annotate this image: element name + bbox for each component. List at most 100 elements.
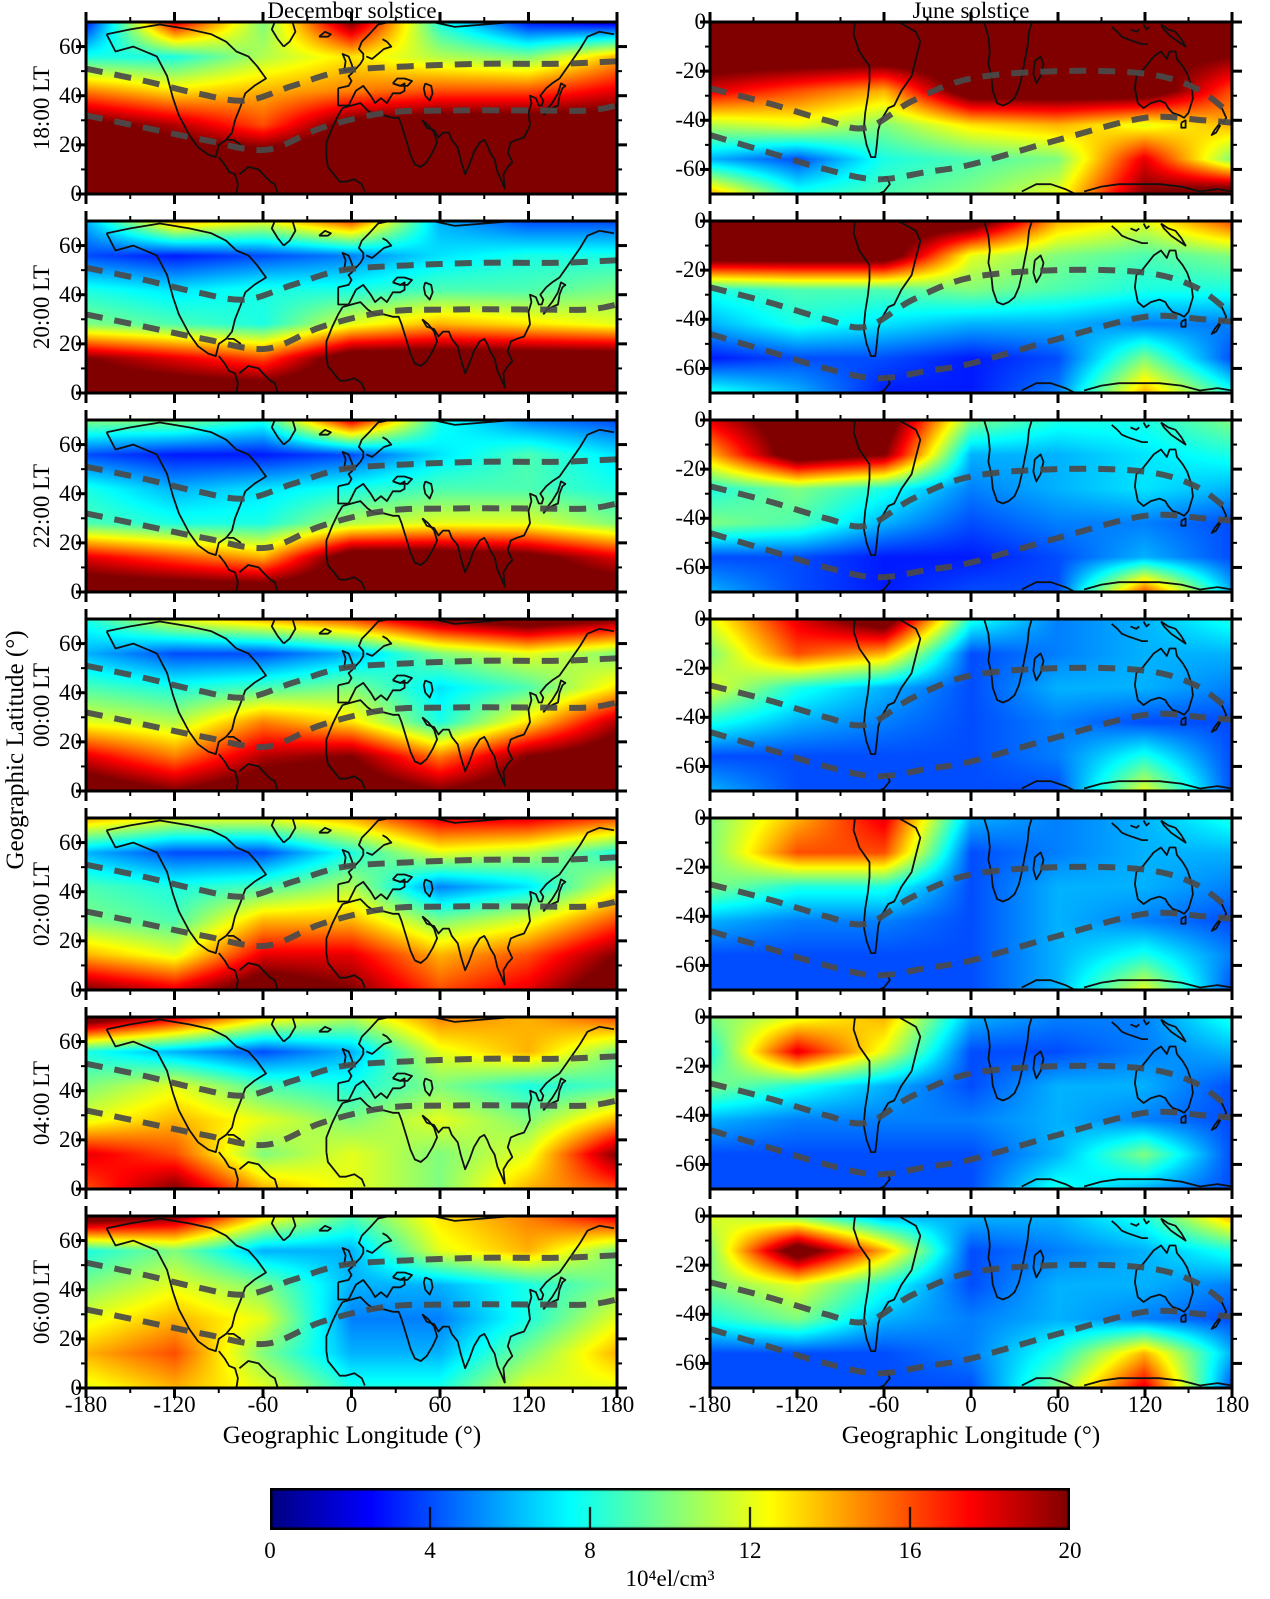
coastline [502,1224,615,1384]
magnetic-latitude-line [86,699,617,751]
coastline [1210,719,1222,733]
map-overlay [700,410,1242,602]
y-tick-label: 0 [694,606,707,631]
coastline [852,420,922,556]
column-title-june-solstice: June solstice [912,0,1030,23]
coastline [983,420,1033,505]
x-tick-label: 0 [345,1392,358,1417]
magnetic-latitude-line [710,465,1232,530]
coastline [105,222,267,357]
map-layers [86,1017,617,1189]
coastline [218,1151,239,1189]
y-tick-label: -20 [675,257,706,283]
map-panel-december-02-00-lt [76,808,627,1000]
coastline [1142,223,1150,230]
coastline [238,1161,279,1189]
x-tick-label: 0 [965,1392,977,1417]
y-tick-label: 60 [59,829,82,855]
magnetic-latitude-line [710,1261,1232,1326]
coastline [270,619,297,645]
coastline [1111,1021,1148,1040]
coastline [392,276,413,286]
coastline [105,620,267,755]
y-tick-label: 0 [694,407,707,432]
magnetic-latitude-line [86,1296,617,1348]
y-tick-label: 60 [59,33,82,59]
y-tick-label: -40 [675,107,706,133]
coastline [218,355,239,393]
map-overlay [700,1007,1242,1199]
coastline [318,627,332,635]
magnetic-latitude-line [86,655,617,701]
coastline [1130,227,1140,232]
panel-frame [84,1214,619,1390]
coastline [1180,119,1187,129]
coastline [1032,1249,1045,1279]
coastline [1083,1178,1232,1188]
coastline [422,679,434,699]
coastline [218,753,239,791]
x-tick-label: -180 [688,1392,732,1417]
coastline [325,1102,344,1153]
y-tick-label: -60 [675,952,706,978]
coastline [1134,448,1194,517]
colorbar-tick-label: 12 [738,1538,762,1563]
coastline [1083,979,1232,989]
coastline [852,221,922,357]
y-tick-label: 0 [70,579,83,604]
map-layers [86,221,617,393]
map-layers [710,1017,1232,1189]
coastline [1032,254,1045,284]
map-layers [710,22,1232,194]
map-panel-june-06-00-lt [700,1206,1242,1398]
magnetic-latitude-line [710,1108,1232,1178]
coastline [1111,1220,1148,1239]
map-layers [710,619,1232,791]
map-layers [710,818,1232,990]
y-tick-label: 20 [59,1325,82,1351]
x-tick-label: -120 [153,1392,196,1417]
coastline [337,22,390,90]
map-overlay [76,211,627,403]
map-layers [710,420,1232,592]
coastline [238,166,279,194]
coastline [365,1232,393,1254]
coastline [325,156,366,192]
map-layers [86,818,617,990]
coastline [983,22,1033,107]
map-layers [710,221,1232,393]
y-tick-label: 20 [59,1126,82,1152]
y-tick-label: 0 [70,181,83,206]
coastline [392,873,413,883]
coastline [1032,1050,1045,1080]
coastline [1083,1377,1232,1387]
map-layers [710,1216,1232,1388]
map-overlay [700,211,1242,403]
magnetic-latitude-line [710,1062,1232,1127]
coastline [502,30,615,190]
panel-frame [708,418,1234,594]
y-tick-label: 60 [59,1028,82,1054]
coastline [270,420,297,446]
y-tick-label: -20 [675,854,706,880]
colorbar-tick-label: 0 [264,1538,276,1563]
y-tick-label: -20 [675,58,706,84]
y-tick-label: 0 [694,9,707,34]
magnetic-latitude-line [86,1252,617,1298]
coastline [1032,851,1045,881]
map-panel-june-20-00-lt [700,211,1242,403]
y-tick-label: 0 [694,1004,707,1029]
coastline [227,1333,242,1340]
map-panel-december-06-00-lt [76,1206,627,1398]
coastline [1142,1019,1150,1026]
y-tick-label: 0 [70,1375,83,1400]
coastline [325,1301,344,1352]
coastline [1160,23,1187,48]
coastline [105,1217,267,1352]
coastline [1142,422,1150,429]
y-tick-label: 0 [70,1176,83,1201]
coastline [1130,426,1140,431]
coastline [502,229,615,389]
coastline [342,500,438,566]
coastline [1021,979,1076,990]
